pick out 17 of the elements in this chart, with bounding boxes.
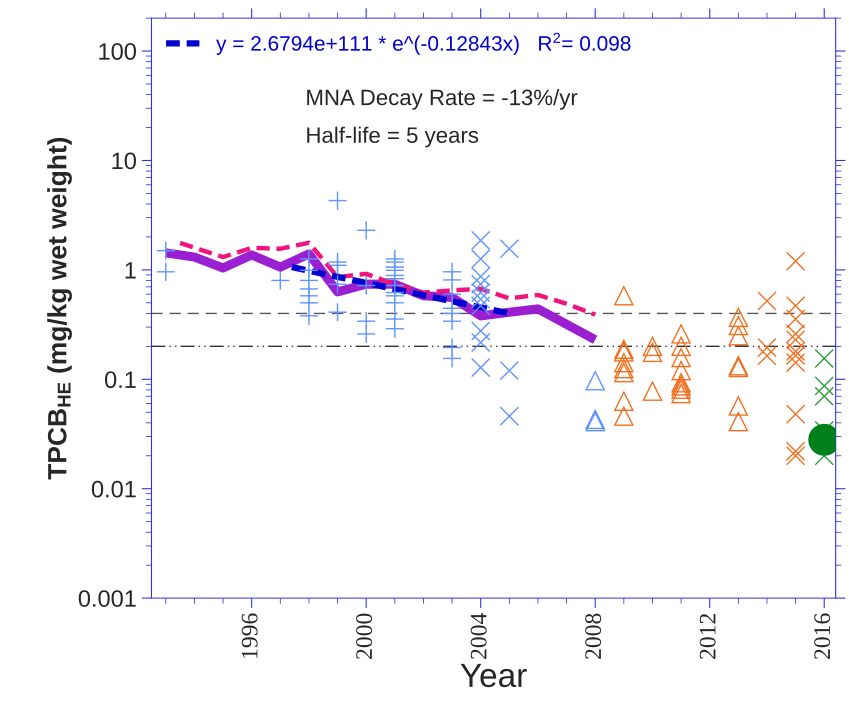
y-tick-label: 10 xyxy=(112,152,136,170)
x-axis-title: Year xyxy=(460,664,527,688)
x-tick-label: 2008 xyxy=(585,614,602,659)
x-tick-label: 2000 xyxy=(356,614,372,659)
y-tick-label: 100 xyxy=(99,43,136,60)
x-tick-label: 2004 xyxy=(470,613,487,659)
x-tick-label: 1996 xyxy=(242,613,258,658)
annotation: Half-life = 5 years xyxy=(307,126,478,148)
x-tick-label: 2012 xyxy=(700,614,716,659)
y-axis-title: TPCB$_{HE}$ (mg/kg wet weight) xyxy=(47,138,72,480)
annotation: MNA Decay Rate = -13%/yr xyxy=(307,88,578,110)
y-tick-label: 0.1 xyxy=(105,371,136,388)
y-tick-label: 0.01 xyxy=(92,480,136,498)
legend-label: y = 2.6794e+111 * e^(-0.12843x) R$^{2}$= 0.098 xyxy=(216,32,630,55)
y-tick-label: 0.001 xyxy=(78,590,136,607)
x-tick-label: 2016 xyxy=(814,613,830,659)
y-tick-label: 1 xyxy=(126,262,136,278)
